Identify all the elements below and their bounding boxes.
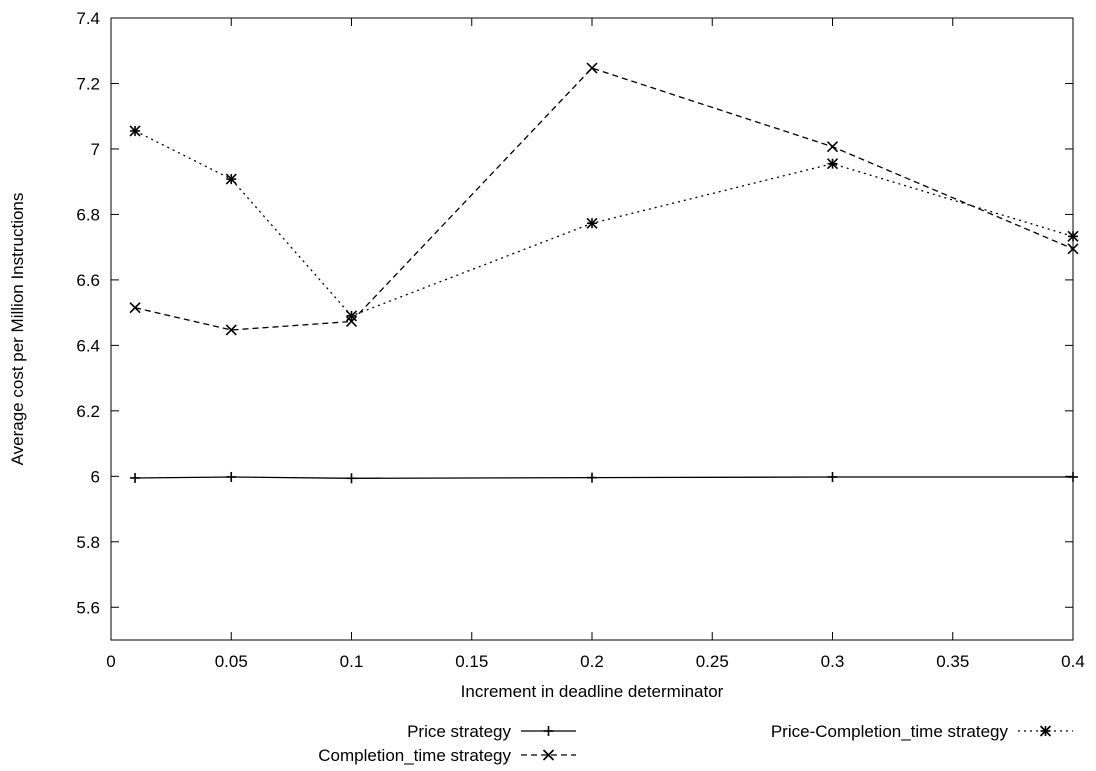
series-1-point	[827, 471, 838, 482]
series-2-point	[1067, 243, 1079, 255]
x-tick-label: 0.1	[340, 652, 364, 671]
legend-label: Price-Completion_time strategy	[771, 722, 1009, 741]
series-1-point	[346, 473, 357, 484]
x-tick-label: 0	[106, 652, 115, 671]
legend-label: Completion_time strategy	[318, 746, 511, 765]
x-tick-label: 0.05	[215, 652, 248, 671]
y-tick-label: 6.6	[76, 271, 100, 290]
series-2-point	[586, 62, 598, 74]
x-tick-label: 0.15	[455, 652, 488, 671]
axis-ticks: 0 0.05 0.1 0.15 0.2 0.25 0.3 0.35 0.4 5.6 5.8 6 6.2 6…	[76, 9, 1084, 671]
y-tick-label: 5.8	[76, 533, 100, 552]
series-layer	[129, 62, 1079, 484]
series-2-point	[129, 302, 141, 314]
legend-item-1: Price strategy	[407, 722, 576, 741]
series-1-point	[226, 471, 237, 482]
series-2-point	[826, 141, 839, 153]
series-3-point	[129, 125, 141, 137]
x-axis-title: Increment in deadline determinator	[461, 682, 724, 701]
legend-item-2: Completion_time strategy	[318, 746, 576, 765]
y-tick-label: 5.6	[76, 598, 100, 617]
y-tick-label: 6.8	[76, 205, 100, 224]
y-tick-label: 7.2	[76, 74, 100, 93]
legend-item-3: Price-Completion_time strategy	[771, 722, 1073, 741]
y-tick-label: 6.2	[76, 402, 100, 421]
plot-frame	[110, 17, 1074, 641]
series-3-point	[225, 173, 237, 185]
series-3-point	[345, 310, 358, 322]
y-axis-title: Average cost per Million Instructions	[8, 193, 27, 466]
series-1-point	[587, 472, 597, 483]
series-line-3	[134, 130, 1074, 317]
legend-marker	[543, 726, 554, 736]
y-tick-label: 7.4	[76, 9, 100, 28]
series-2-point	[225, 324, 237, 336]
y-tick-label: 6.4	[76, 336, 100, 355]
legend-marker	[1039, 725, 1052, 737]
series-1-point	[1068, 471, 1078, 482]
x-tick-label: 0.3	[821, 652, 845, 671]
y-tick-label: 6	[91, 467, 100, 486]
series-3-point	[826, 158, 839, 170]
x-tick-label: 0.35	[936, 652, 969, 671]
series-3-point	[586, 217, 598, 229]
legend: Price strategy Completion_time strategy Pr…	[318, 722, 1073, 765]
y-tick-label: 7	[91, 140, 100, 159]
x-tick-label: 0.25	[696, 652, 729, 671]
series-3-point	[1067, 230, 1079, 242]
legend-label: Price strategy	[407, 722, 511, 741]
x-tick-label: 0.4	[1061, 652, 1085, 671]
series-line-1	[135, 476, 1073, 479]
series-1-point	[130, 472, 141, 483]
legend-marker	[542, 749, 555, 761]
x-tick-label: 0.2	[580, 652, 604, 671]
series-line-2	[134, 67, 1074, 331]
